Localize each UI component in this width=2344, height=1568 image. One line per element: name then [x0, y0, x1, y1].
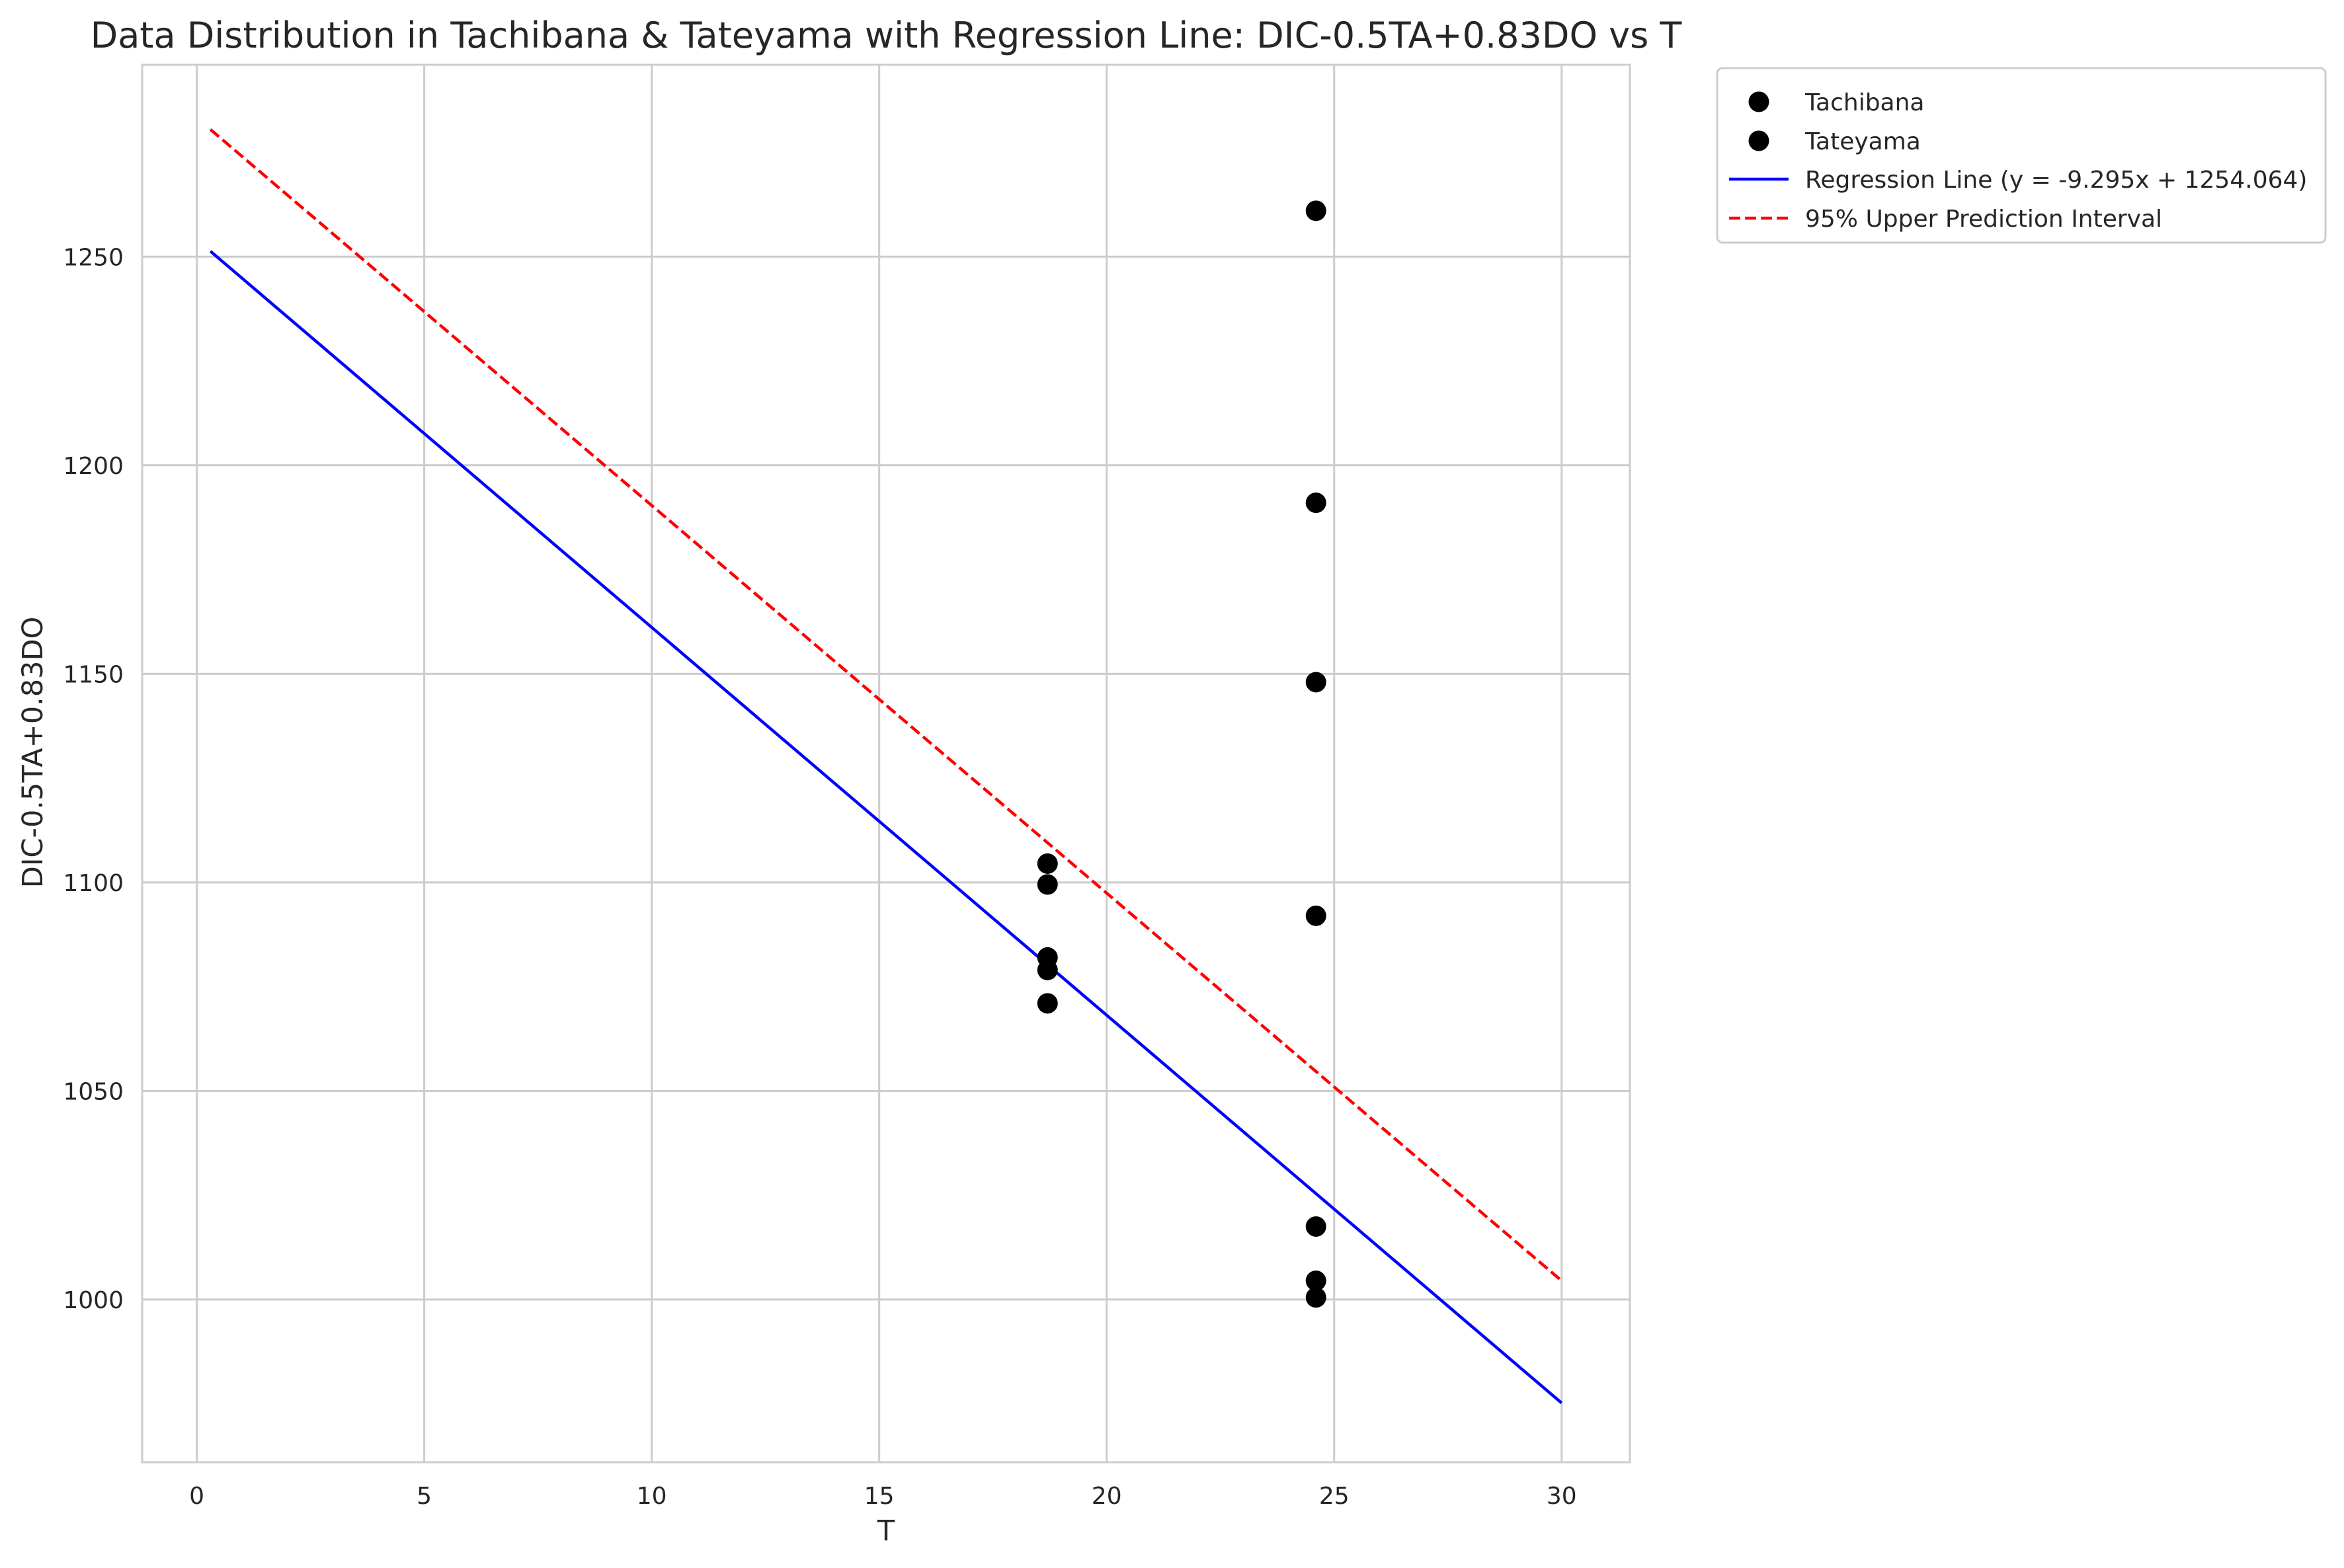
x-tick-label: 15: [864, 1483, 895, 1510]
scatter-points: [1037, 200, 1326, 1308]
y-tick-label: 1000: [63, 1287, 124, 1314]
legend-label: Tateyama: [1804, 128, 1921, 155]
tick-labels: 0 5 10 15 20 25 30 1000 1050 1100 1150 1200 1250: [63, 244, 1576, 1510]
chart-title: Data Distribution in Tachibana & Tateyam…: [91, 15, 1683, 56]
y-tick-label: 1050: [63, 1078, 124, 1105]
legend: Tachibana Tateyama Regression Line (y = -9…: [1716, 67, 2327, 244]
legend-marker: [1748, 130, 1769, 151]
x-tick-label: 25: [1319, 1483, 1350, 1510]
x-tick-label: 30: [1547, 1483, 1577, 1510]
data-point-tachibana: [1037, 874, 1058, 895]
data-point-tachibana: [1037, 959, 1058, 980]
x-tick-label: 20: [1092, 1483, 1122, 1510]
x-tick-label: 10: [637, 1483, 667, 1510]
y-tick-label: 1200: [63, 453, 124, 480]
data-point-tachibana: [1037, 853, 1058, 874]
data-point-tateyama: [1305, 1216, 1326, 1237]
plot-frame: [141, 63, 1631, 1464]
legend-label: Regression Line (y = -9.295x + 1254.064): [1805, 167, 2307, 194]
legend-frame: [1716, 67, 2327, 244]
x-tick-label: 0: [189, 1483, 204, 1510]
data-point-tateyama: [1305, 905, 1326, 926]
legend-label: 95% Upper Prediction Interval: [1805, 206, 2162, 233]
data-point-tateyama: [1305, 1287, 1326, 1308]
y-tick-label: 1150: [63, 661, 124, 688]
y-tick-label: 1100: [63, 870, 124, 897]
data-point-tateyama: [1305, 492, 1326, 514]
upper-prediction-line: [209, 128, 1563, 1282]
data-point-tateyama: [1305, 672, 1326, 693]
y-axis-label: DIC-0.5TA+0.83DO: [17, 617, 50, 888]
x-tick-label: 5: [417, 1483, 432, 1510]
data-point-tateyama: [1305, 200, 1326, 221]
regression-lines: [209, 128, 1563, 1405]
grid: [142, 65, 1630, 1462]
data-point-tachibana: [1037, 993, 1058, 1014]
legend-label: Tachibana: [1804, 89, 1925, 116]
data-point-tateyama: [1305, 1270, 1326, 1291]
y-tick-label: 1250: [63, 244, 124, 271]
regression-line: [209, 250, 1563, 1405]
x-axis-label: T: [877, 1514, 895, 1548]
legend-marker: [1748, 91, 1769, 112]
